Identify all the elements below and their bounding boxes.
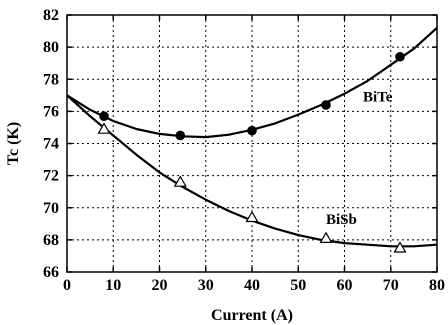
y-tick-label: 82 xyxy=(43,7,59,24)
data-point-bite xyxy=(175,130,186,141)
x-tick-label: 60 xyxy=(337,277,353,294)
series-label-bite: BiTe xyxy=(363,90,393,106)
data-point-bisb xyxy=(245,210,259,223)
data-point-bisb xyxy=(97,122,111,134)
y-tick-label: 74 xyxy=(43,136,59,153)
x-tick-label: 50 xyxy=(290,277,306,294)
data-point-bite xyxy=(321,100,331,110)
data-point-bite xyxy=(99,111,109,121)
x-tick-label: 10 xyxy=(105,277,121,294)
series-markers xyxy=(97,51,407,253)
axis-ticks xyxy=(66,14,438,273)
grid-lines xyxy=(67,15,437,272)
data-point-bite xyxy=(247,125,257,136)
x-tick-label: 40 xyxy=(244,277,260,294)
x-tick-label: 30 xyxy=(198,277,214,294)
y-tick-label: 68 xyxy=(43,232,59,249)
x-tick-label: 70 xyxy=(383,277,399,294)
y-tick-label: 72 xyxy=(43,168,59,185)
y-tick-label: 76 xyxy=(43,103,59,120)
x-tick-label: 80 xyxy=(429,277,445,294)
x-axis-title: Current (A) xyxy=(211,307,293,324)
y-axis-title: Tc (K) xyxy=(5,122,22,165)
y-tick-label: 70 xyxy=(43,200,59,217)
x-tick-label: 20 xyxy=(152,277,168,294)
data-point-bisb xyxy=(393,241,407,253)
series-annotations: BiTe BiSb xyxy=(326,90,393,228)
y-tick-label: 80 xyxy=(43,39,59,56)
data-point-bisb xyxy=(319,231,333,243)
data-point-bite xyxy=(395,51,405,62)
y-tick-label: 66 xyxy=(43,264,59,281)
tick-labels: 0 10 20 30 40 50 60 70 80 66 68 70 72 74 76 78 80 82 xyxy=(43,7,445,294)
x-tick-label: 0 xyxy=(63,277,71,294)
series-label-bisb: BiSb xyxy=(326,212,357,228)
y-tick-label: 78 xyxy=(43,71,59,88)
data-point-bisb xyxy=(173,175,187,187)
